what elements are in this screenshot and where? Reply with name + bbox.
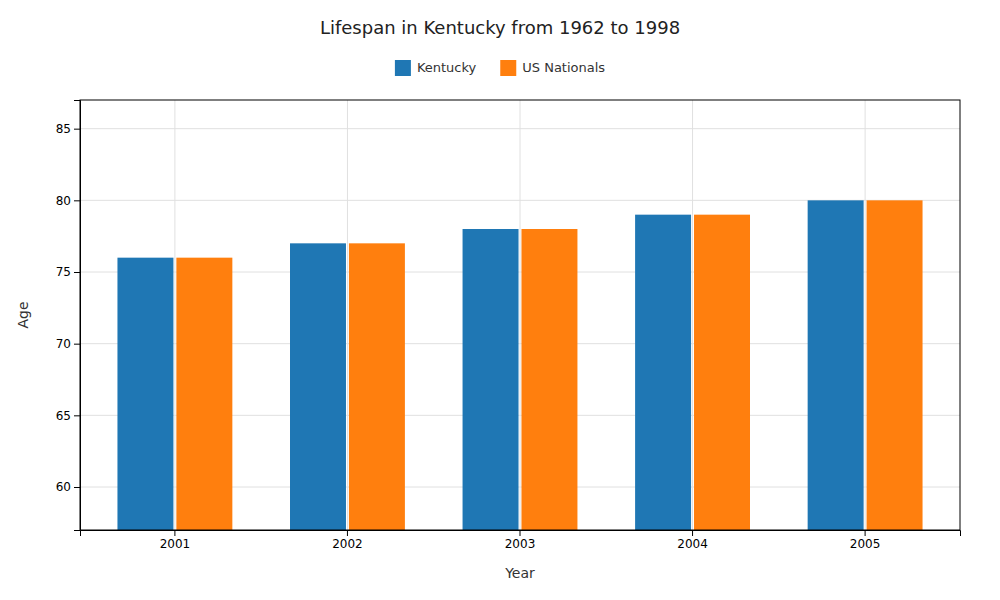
y-tick: 70: [56, 337, 80, 351]
bar: [694, 215, 750, 530]
x-tick-label: 2005: [850, 537, 881, 551]
chart: 60 65 70 75 80 85 2001 2002 2003 2004 2005 Year Age L…: [0, 0, 1000, 600]
bar: [463, 229, 519, 530]
y-tick: 75: [56, 265, 80, 279]
series: [117, 200, 863, 530]
legend-swatch: [395, 60, 411, 76]
y-tick: 85: [56, 122, 80, 136]
bar: [176, 258, 232, 530]
legend-swatch: [500, 60, 516, 76]
x-tick-mark: [520, 530, 521, 536]
x-tick-mark: [865, 530, 866, 536]
bar: [349, 243, 405, 530]
y-tick-mark: [74, 487, 80, 488]
plot-frame: [80, 100, 960, 530]
y-axis-line: [74, 101, 81, 531]
y-tick-mark: [74, 344, 80, 345]
x-tick: 2003: [505, 530, 536, 551]
x-tick-mark: [174, 530, 175, 536]
x-tick-label: 2004: [677, 537, 708, 551]
y-axis: 60 65 70 75 80 85: [56, 101, 81, 531]
y-tick-label: 60: [56, 480, 71, 494]
x-tick-mark: [347, 530, 348, 536]
y-tick-mark: [74, 272, 80, 273]
y-tick-label: 85: [56, 122, 71, 136]
x-tick: 2001: [160, 530, 191, 551]
y-tick-label: 80: [56, 194, 71, 208]
bar: [867, 200, 923, 530]
legend-item: US Nationals: [500, 60, 605, 76]
grid-line-x: [865, 100, 866, 530]
bar: [290, 243, 346, 530]
x-axis-line: [81, 531, 961, 537]
x-tick-label: 2003: [505, 537, 536, 551]
y-tick-mark: [74, 129, 80, 130]
y-tick-mark: [74, 415, 80, 416]
legend-item: Kentucky: [395, 60, 477, 76]
x-tick-label: 2002: [332, 537, 363, 551]
grid: [80, 100, 960, 530]
x-tick-mark: [692, 530, 693, 536]
x-tick: 2002: [332, 530, 363, 551]
y-tick-label: 65: [56, 409, 71, 423]
y-tick: 65: [56, 409, 80, 423]
x-axis-title: Year: [504, 565, 535, 581]
plot-area: 60 65 70 75 80 85 2001 2002 2003 2004 2005: [56, 100, 961, 551]
bar: [117, 258, 173, 530]
x-tick: 2005: [850, 530, 881, 551]
legend-label: US Nationals: [522, 60, 605, 75]
grid-line-x: [174, 100, 175, 530]
y-tick-mark: [74, 200, 80, 201]
x-tick: 2004: [677, 530, 708, 551]
x-tick-label: 2001: [160, 537, 191, 551]
bar: [521, 229, 577, 530]
x-axis: 2001 2002 2003 2004 2005: [81, 530, 961, 551]
y-tick: 60: [56, 480, 80, 494]
bars: [117, 200, 922, 530]
y-tick-label: 70: [56, 337, 71, 351]
grid-line-x: [692, 100, 693, 530]
title: Lifespan in Kentucky from 1962 to 1998: [320, 17, 680, 38]
grid-line-x: [347, 100, 348, 530]
bar: [635, 215, 691, 530]
bar: [808, 200, 864, 530]
y-axis-title: Age: [15, 301, 31, 328]
y-tick-label: 75: [56, 265, 71, 279]
legend-label: Kentucky: [417, 60, 477, 75]
series: [176, 200, 922, 530]
y-tick: 80: [56, 194, 80, 208]
legend: Kentucky US Nationals: [395, 60, 605, 76]
grid-line-x: [520, 100, 521, 530]
